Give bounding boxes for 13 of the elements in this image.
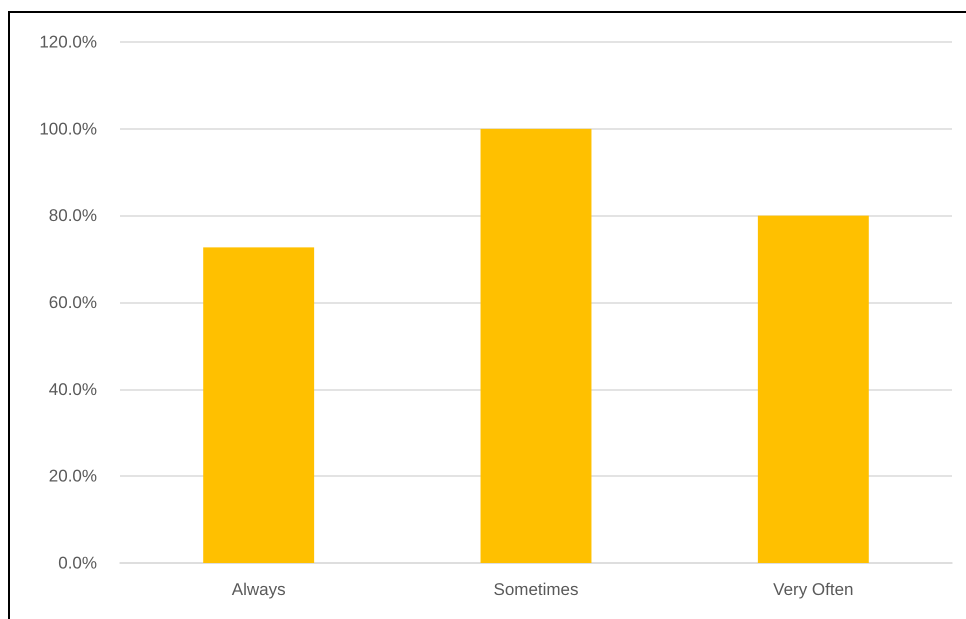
y-tick-label: 120.0% — [39, 32, 97, 52]
x-tick-label: Always — [232, 580, 286, 599]
y-tick-label: 20.0% — [48, 466, 97, 486]
x-tick-label: Very Often — [773, 580, 854, 599]
bar — [758, 216, 869, 563]
bar — [480, 128, 592, 563]
y-tick-label: 60.0% — [48, 293, 97, 312]
y-tick-label: 80.0% — [48, 206, 97, 226]
x-tick-label: Sometimes — [493, 580, 579, 599]
y-tick-label: 0.0% — [58, 554, 97, 572]
y-tick-label: 40.0% — [48, 380, 97, 399]
bar — [203, 247, 314, 563]
y-tick-label: 100.0% — [39, 119, 97, 138]
